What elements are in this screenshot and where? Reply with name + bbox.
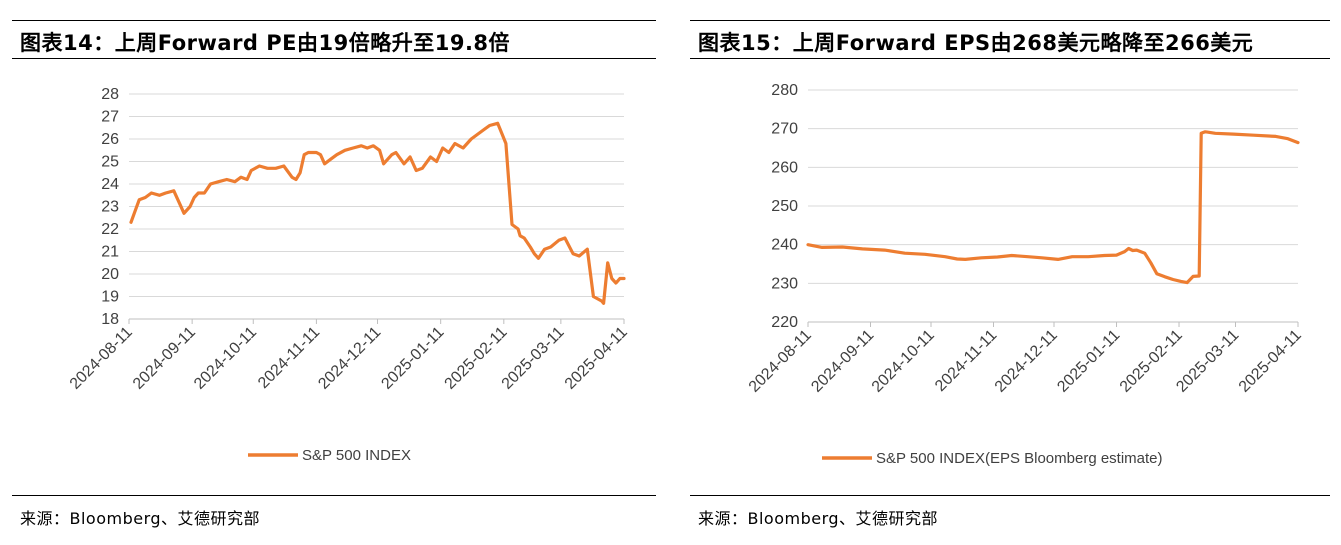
title-rule (690, 58, 1330, 59)
y-tick-label: 270 (771, 121, 798, 138)
x-tick-label: 2024-10-11 (869, 327, 938, 396)
chart-legend: S&P 500 INDEX (248, 447, 411, 464)
y-tick-label: 20 (101, 266, 119, 283)
x-tick-label: 2025-04-11 (1236, 327, 1305, 396)
x-tick-label: 2024-12-11 (315, 324, 384, 393)
y-tick-label: 25 (101, 154, 119, 171)
chart-panel-eps: 图表15：上周Forward EPS由268美元略降至266美元 220 230 2… (690, 0, 1330, 545)
x-tick-label: 2024-09-11 (808, 327, 877, 396)
y-tick-label: 22 (101, 221, 119, 238)
series-line (806, 130, 1300, 285)
x-tick-label: 2025-01-11 (1054, 327, 1123, 396)
y-tick-label: 27 (101, 109, 119, 126)
y-tick-label: 220 (771, 314, 798, 331)
chart-panel-pe: 图表14：上周Forward PE由19倍略升至19.8倍 18 19 20 21 22… (12, 0, 656, 545)
y-tick-label: 260 (771, 159, 798, 176)
x-tick-label: 2025-04-11 (562, 324, 631, 393)
y-tick-label: 24 (101, 176, 119, 193)
y-tick-label: 26 (101, 131, 119, 148)
y-tick-label: 240 (771, 237, 798, 254)
y-tick-label: 280 (771, 82, 798, 99)
chart-title: 图表14：上周Forward PE由19倍略升至19.8倍 (20, 31, 511, 55)
chart-legend: S&P 500 INDEX(EPS Bloomberg estimate) (822, 450, 1163, 467)
x-tick-label: 2024-11-11 (255, 324, 323, 392)
y-tick-label: 19 (101, 289, 119, 306)
source-note: 来源：Bloomberg、艾德研究部 (20, 509, 261, 528)
series-line (129, 121, 626, 305)
source-note: 来源：Bloomberg、艾德研究部 (698, 509, 939, 528)
top-rule (12, 20, 656, 21)
title-rule (12, 58, 656, 59)
bottom-rule (690, 495, 1330, 496)
y-tick-label: 23 (101, 199, 119, 216)
legend-label: S&P 500 INDEX(EPS Bloomberg estimate) (876, 450, 1163, 467)
x-tick-label: 2024-10-11 (191, 324, 260, 393)
x-tick-label: 2025-01-11 (378, 324, 447, 393)
chart-title: 图表15：上周Forward EPS由268美元略降至266美元 (698, 31, 1254, 55)
top-rule (690, 20, 1330, 21)
x-tick-label: 2025-03-11 (499, 324, 568, 393)
x-tick-label: 2024-12-11 (992, 327, 1061, 396)
y-tick-label: 28 (101, 86, 119, 103)
y-tick-label: 250 (771, 198, 798, 215)
x-tick-label: 2024-08-11 (67, 324, 136, 393)
legend-label: S&P 500 INDEX (302, 447, 411, 464)
bottom-rule (12, 495, 656, 496)
y-tick-label: 230 (771, 275, 798, 292)
y-tick-label: 18 (101, 311, 119, 328)
y-tick-label: 21 (101, 244, 119, 261)
eps-line-chart: 220 230 240 250 260 270 280 2024-08-112024-09-1… (746, 82, 1305, 467)
pe-line-chart: 18 19 20 21 22 23 24 25 26 27 28 2024-08-112024-09-… (67, 86, 631, 464)
x-tick-label: 2024-08-11 (746, 327, 815, 396)
x-tick-label: 2024-11-11 (932, 327, 1000, 395)
x-tick-label: 2024-09-11 (130, 324, 199, 393)
